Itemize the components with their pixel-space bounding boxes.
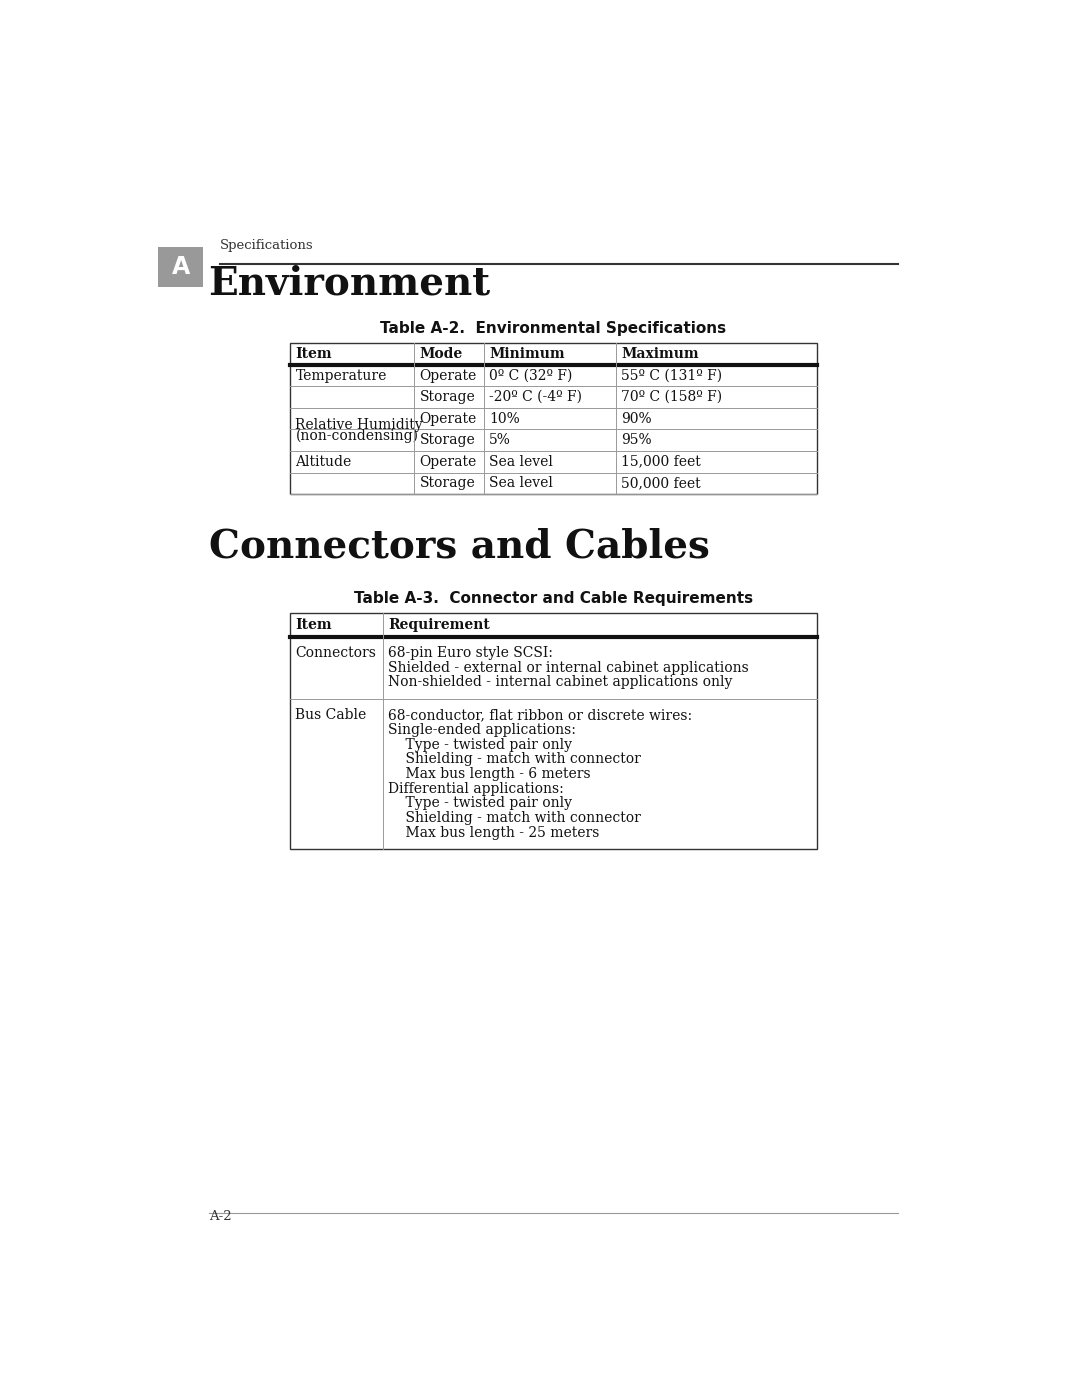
Text: (non-condensing): (non-condensing)	[296, 429, 418, 443]
Text: Minimum: Minimum	[489, 346, 565, 360]
Text: Storage: Storage	[419, 433, 475, 447]
Text: Single-ended applications:: Single-ended applications:	[389, 724, 577, 738]
Text: 50,000 feet: 50,000 feet	[621, 476, 701, 490]
Text: Maximum: Maximum	[621, 346, 699, 360]
Text: Sea level: Sea level	[489, 455, 553, 469]
Text: Shielded - external or internal cabinet applications: Shielded - external or internal cabinet …	[389, 661, 750, 675]
Text: Connectors and Cables: Connectors and Cables	[208, 528, 710, 566]
Text: Shielding - match with connector: Shielding - match with connector	[389, 810, 642, 824]
Text: Connectors: Connectors	[296, 647, 376, 661]
Text: Temperature: Temperature	[296, 369, 387, 383]
Text: 55º C (131º F): 55º C (131º F)	[621, 369, 723, 383]
Text: A-2: A-2	[208, 1210, 231, 1222]
Text: 95%: 95%	[621, 433, 651, 447]
Text: Type - twisted pair only: Type - twisted pair only	[389, 796, 572, 810]
Text: Altitude: Altitude	[296, 455, 352, 469]
Text: Operate: Operate	[419, 412, 476, 426]
Text: 10%: 10%	[489, 412, 519, 426]
Text: 68-conductor, flat ribbon or discrete wires:: 68-conductor, flat ribbon or discrete wi…	[389, 708, 692, 722]
Text: Requirement: Requirement	[389, 617, 490, 631]
Text: 70º C (158º F): 70º C (158º F)	[621, 390, 723, 404]
Text: Max bus length - 6 meters: Max bus length - 6 meters	[389, 767, 591, 781]
Text: Max bus length - 25 meters: Max bus length - 25 meters	[389, 826, 599, 840]
Text: 0º C (32º F): 0º C (32º F)	[489, 369, 572, 383]
Bar	[291, 344, 816, 495]
Text: Shielding - match with connector: Shielding - match with connector	[389, 753, 642, 767]
Text: Item: Item	[296, 617, 332, 631]
Text: Table A-2.  Environmental Specifications: Table A-2. Environmental Specifications	[380, 320, 727, 335]
Text: Bus Cable: Bus Cable	[296, 708, 367, 722]
Text: Relative Humidity: Relative Humidity	[296, 418, 423, 432]
Text: -20º C (-4º F): -20º C (-4º F)	[489, 390, 582, 404]
Bar	[291, 613, 816, 849]
Text: 5%: 5%	[489, 433, 511, 447]
Text: 15,000 feet: 15,000 feet	[621, 455, 701, 469]
Text: Non-shielded - internal cabinet applications only: Non-shielded - internal cabinet applicat…	[389, 675, 733, 689]
Text: Environment: Environment	[208, 264, 490, 302]
Text: Specifications: Specifications	[220, 239, 314, 253]
Text: A: A	[172, 256, 190, 279]
Text: Operate: Operate	[419, 369, 476, 383]
Bar	[159, 247, 203, 286]
Text: Item: Item	[296, 346, 332, 360]
Text: 68-pin Euro style SCSI:: 68-pin Euro style SCSI:	[389, 647, 553, 661]
Text: Table A-3.  Connector and Cable Requirements: Table A-3. Connector and Cable Requireme…	[354, 591, 753, 606]
Text: Operate: Operate	[419, 455, 476, 469]
Text: 90%: 90%	[621, 412, 651, 426]
Text: Differential applications:: Differential applications:	[389, 782, 564, 796]
Text: Storage: Storage	[419, 390, 475, 404]
Text: Sea level: Sea level	[489, 476, 553, 490]
Text: Type - twisted pair only: Type - twisted pair only	[389, 738, 572, 752]
Text: Storage: Storage	[419, 476, 475, 490]
Text: Mode: Mode	[419, 346, 462, 360]
